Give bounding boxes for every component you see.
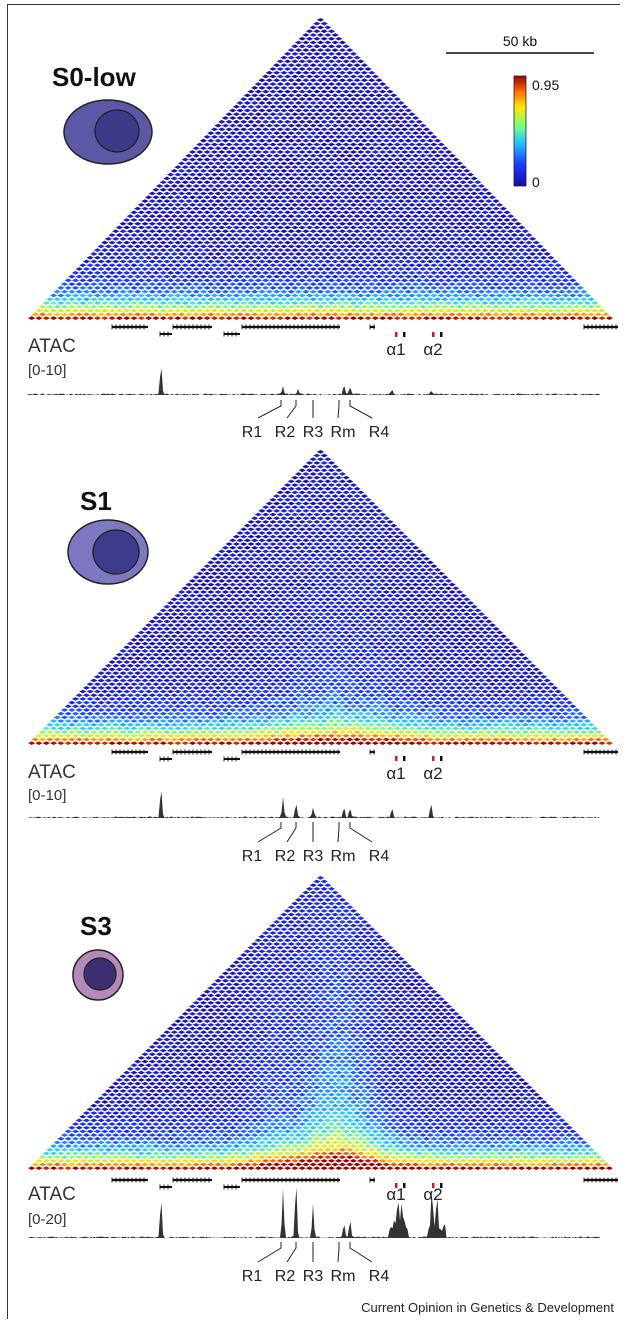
atac-label: ATAC xyxy=(28,762,76,783)
stage-label: S3 xyxy=(80,911,112,941)
region-labels: R1 R2 R3 Rm R4 xyxy=(242,1268,390,1285)
region-r1-label: R1 xyxy=(242,848,263,865)
region-r2-label: R2 xyxy=(275,1268,296,1285)
region-r4-label: R4 xyxy=(369,1268,390,1285)
region-r3-label: R3 xyxy=(303,424,324,441)
hic-heatmap xyxy=(28,876,613,1170)
stage-label: S0-low xyxy=(52,62,137,92)
colorbar-max-label: 0.95 xyxy=(532,77,559,93)
figure-frame xyxy=(7,4,620,1319)
region-labels: R1 R2 R3 Rm R4 xyxy=(242,848,390,865)
gene-track xyxy=(111,1177,618,1190)
alpha2-label: α2 xyxy=(423,1185,442,1204)
region-leaders xyxy=(257,400,373,419)
region-leaders xyxy=(257,822,373,843)
cell-diagram xyxy=(63,99,153,165)
cell-nucleus-icon xyxy=(83,957,117,991)
alpha1-label: α1 xyxy=(386,340,405,359)
region-labels: R1 R2 R3 Rm R4 xyxy=(242,424,390,441)
colorbar-gradient xyxy=(513,75,527,187)
hic-heatmap xyxy=(28,18,613,320)
alpha-markers xyxy=(395,332,443,337)
alpha2-label: α2 xyxy=(423,340,442,359)
region-rm-label: Rm xyxy=(331,1268,356,1285)
region-rm-label: Rm xyxy=(331,424,356,441)
alpha-markers xyxy=(395,1183,443,1188)
alpha-markers xyxy=(395,756,443,761)
atac-range: [0-20] xyxy=(28,1211,66,1228)
region-r3-label: R3 xyxy=(303,848,324,865)
region-r2-label: R2 xyxy=(275,848,296,865)
panel-s3: S3 α1 α2 ATAC [0-20] R1 R2 R3 Rm R4 xyxy=(28,876,618,1285)
gene-track xyxy=(111,324,618,337)
colorbar: 0.95 0 xyxy=(513,75,559,190)
alpha2-label: α2 xyxy=(423,764,442,783)
credit-line: Current Opinion in Genetics & Developmen… xyxy=(361,1300,614,1315)
cell-nucleus-icon xyxy=(92,529,140,575)
region-r4-label: R4 xyxy=(369,848,390,865)
hic-heatmap xyxy=(28,450,613,745)
atac-range: [0-10] xyxy=(28,787,66,804)
panel-s0-low: S0-low α1 α2 ATAC [0-10] R1 R2 R3 Rm R4 xyxy=(28,18,618,441)
scale-bar: 50 kb xyxy=(446,33,594,54)
alpha1-label: α1 xyxy=(386,1185,405,1204)
region-leaders xyxy=(257,1242,373,1263)
cell-diagram xyxy=(67,519,149,585)
scale-bar-label: 50 kb xyxy=(503,33,537,49)
region-r1-label: R1 xyxy=(242,1268,263,1285)
atac-track xyxy=(28,791,600,818)
panel-s1: S1 α1 α2 ATAC [0-10] R1 R2 R3 Rm R4 xyxy=(28,450,618,865)
region-r4-label: R4 xyxy=(369,424,390,441)
atac-range: [0-10] xyxy=(28,362,66,379)
atac-label: ATAC xyxy=(28,336,76,357)
atac-track xyxy=(28,368,600,395)
alpha1-label: α1 xyxy=(386,764,405,783)
region-r1-label: R1 xyxy=(242,424,263,441)
colorbar-min-label: 0 xyxy=(532,174,540,190)
cell-nucleus-icon xyxy=(94,109,140,153)
gene-track xyxy=(111,749,618,762)
atac-label: ATAC xyxy=(28,1184,76,1205)
region-r3-label: R3 xyxy=(303,1268,324,1285)
region-r2-label: R2 xyxy=(275,424,296,441)
region-rm-label: Rm xyxy=(331,848,356,865)
stage-label: S1 xyxy=(80,486,112,516)
cell-diagram xyxy=(72,949,124,1001)
atac-track xyxy=(28,1187,600,1238)
